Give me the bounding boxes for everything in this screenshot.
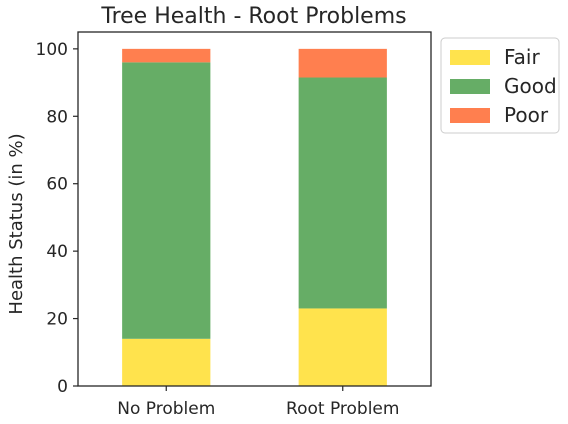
- x-tick-label: Root Problem: [286, 399, 399, 419]
- bar-segment: [298, 48, 387, 78]
- y-tick-label: 20: [46, 310, 68, 330]
- x-axis-ticks: No Problem Root Problem: [117, 386, 399, 419]
- bar-segment: [298, 77, 387, 309]
- legend: Fair Good Poor: [440, 37, 560, 134]
- legend-label: Poor: [504, 103, 549, 127]
- legend-label: Good: [504, 74, 557, 98]
- legend-swatch: [450, 79, 490, 94]
- bars-group: [122, 48, 387, 386]
- y-axis-label: Health Status (in %): [6, 133, 27, 314]
- legend-swatch: [450, 50, 490, 65]
- plot-frame: [77, 31, 432, 387]
- legend-label: Fair: [504, 45, 540, 69]
- y-axis-ticks: 0 20 40 60 80 100: [36, 40, 78, 397]
- y-tick-label: 40: [46, 242, 68, 262]
- y-tick-label: 100: [36, 40, 68, 60]
- y-tick-label: 60: [46, 175, 68, 195]
- chart-title: Tree Health - Root Problems: [100, 4, 406, 29]
- bar-segment: [298, 308, 387, 386]
- bar-segment: [122, 48, 211, 63]
- y-tick-label: 80: [46, 107, 68, 127]
- legend-swatch: [450, 108, 490, 123]
- y-tick-label: 0: [57, 377, 68, 397]
- x-tick-label: No Problem: [117, 399, 215, 419]
- bar-segment: [122, 62, 211, 339]
- bar-segment: [122, 338, 211, 386]
